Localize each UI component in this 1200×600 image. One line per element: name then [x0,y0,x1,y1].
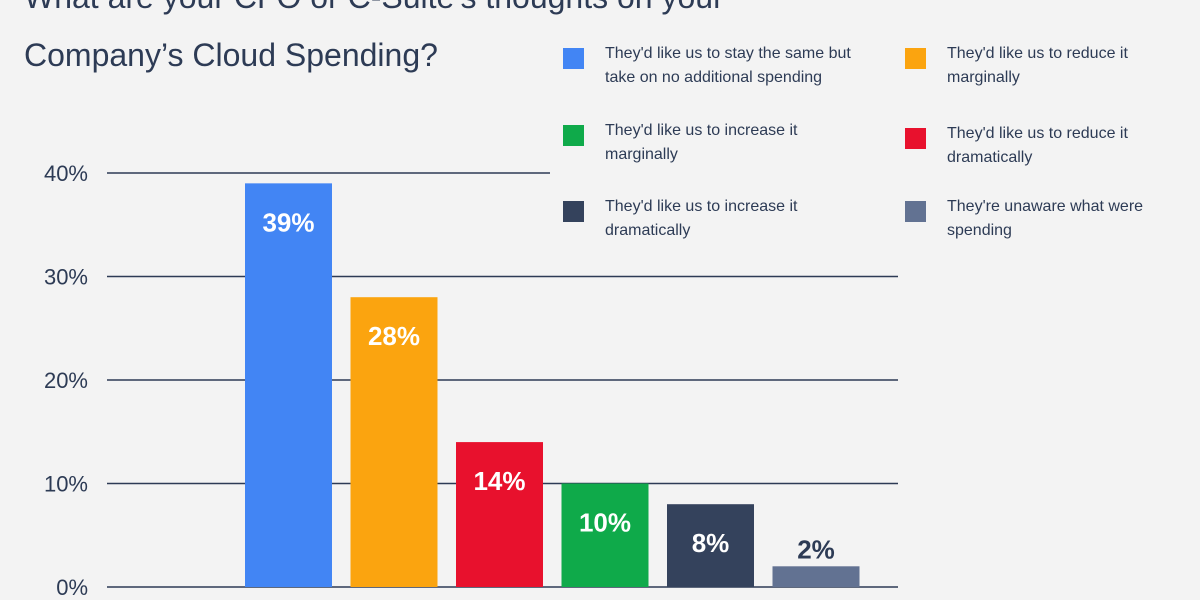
legend-item-unaware: They're unaware what were spending [905,195,1177,243]
bar [456,442,543,587]
legend-swatch [905,201,926,222]
bar-value-labels: 39% 28% 14% 10% 8% 2% [262,207,834,564]
y-tick-label: 40% [44,161,88,186]
legend-swatch [563,125,584,146]
legend-item-increase-marginally: They'd like us to increase it marginally [563,119,830,167]
legend-swatch [563,201,584,222]
bars [245,183,860,587]
legend-label: They'd like us to stay the same but take… [605,45,851,86]
legend-item-stay-same: They'd like us to stay the same but take… [563,42,877,90]
bar [350,297,438,587]
bar [245,183,332,587]
legend-label: They're unaware what were spending [947,198,1144,239]
legend-item-reduce-dramatically: They'd like us to reduce it dramatically [905,122,1177,170]
chart-title: What are your CFO or C-Suite's thoughts … [24,0,724,73]
legend-label: They'd like us to reduce it dramatically [947,125,1128,166]
y-tick-label: 10% [44,472,88,497]
bar-value-label: 10% [579,508,631,538]
bar-value-label: 2% [797,534,835,564]
legend-label: They'd like us to reduce it marginally [947,45,1128,86]
y-axis-ticks: 0% 10% 20% 30% 40% [44,161,88,600]
bar-value-label: 14% [473,466,525,496]
bar [561,483,649,587]
legend-item-increase-dramatically: They'd like us to increase it dramatical… [563,195,830,243]
bar [667,504,754,587]
legend-swatch [563,48,584,69]
y-tick-label: 30% [44,265,88,290]
legend-swatch [905,48,926,69]
legend-label: They'd like us to increase it dramatical… [605,198,798,239]
bar-value-label: 39% [262,207,314,237]
bar-value-label: 8% [692,528,730,558]
legend-label: They'd like us to increase it marginally [605,122,798,163]
y-tick-label: 0% [56,575,88,600]
bar [772,566,860,587]
bar-value-label: 28% [368,321,420,351]
legend-swatch [905,128,926,149]
y-tick-label: 20% [44,368,88,393]
legend-item-reduce-marginally: They'd like us to reduce it marginally [905,42,1177,90]
